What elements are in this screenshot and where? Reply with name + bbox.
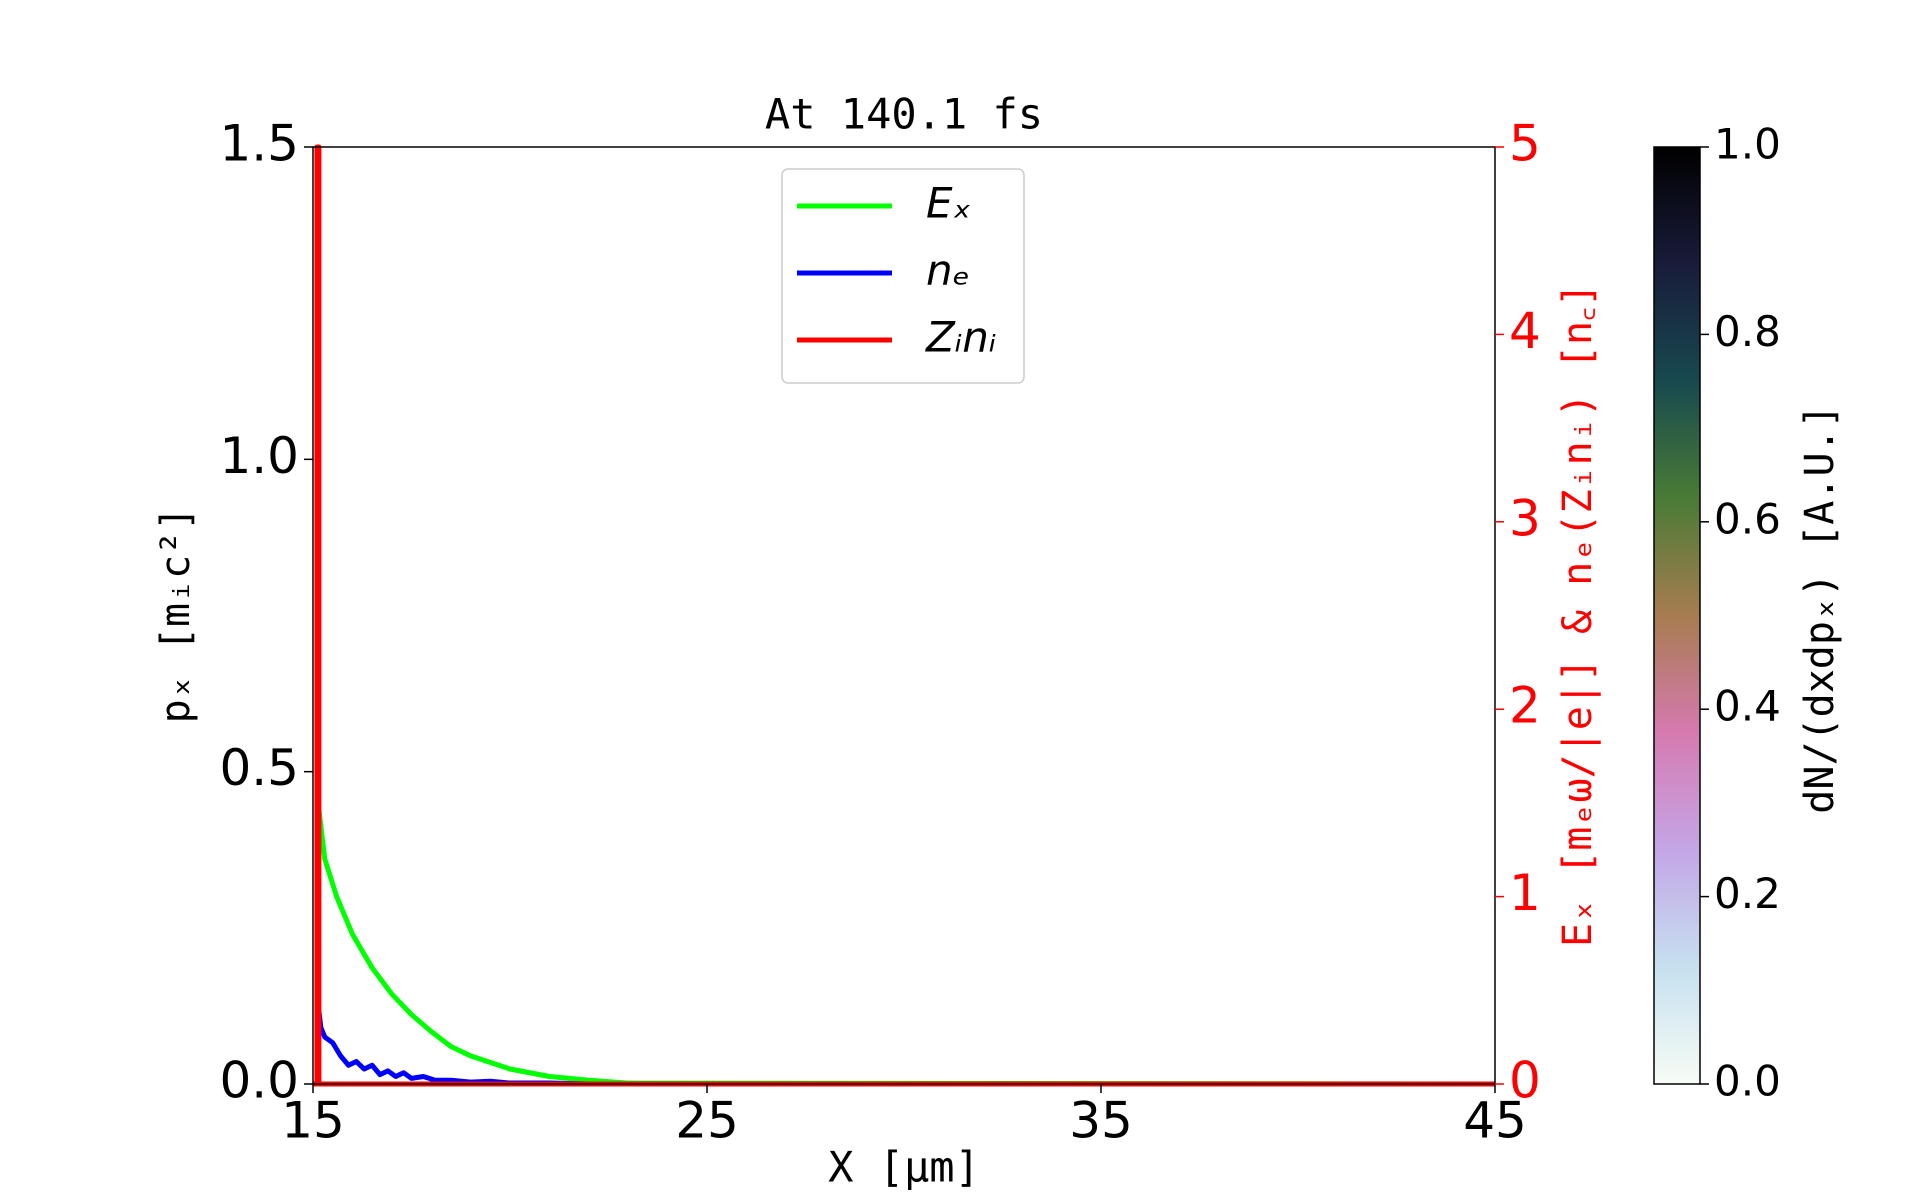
x-tick-label: 35: [1069, 1092, 1133, 1150]
y2-tick-label: 0: [1509, 1052, 1541, 1110]
legend-label: nₑ: [926, 246, 970, 295]
legend-label: Eₓ: [926, 179, 971, 228]
legend-box: [781, 168, 1025, 384]
y2-tick-label: 5: [1509, 115, 1541, 173]
x-tick-label: 45: [1463, 1092, 1527, 1150]
data-line: [314, 793, 1496, 1087]
x-tick-label: 25: [675, 1092, 739, 1150]
colorbar: [1653, 146, 1701, 1085]
legend-label: Zᵢnᵢ: [925, 313, 996, 362]
y-tick-label: 0.5: [219, 739, 299, 797]
plot-frame: [312, 146, 1496, 1085]
chart-title: At 140.1 fs: [765, 90, 1043, 139]
colorbar-label: dN/(dxdpₓ) [A.U.]: [1797, 404, 1843, 813]
colorbar-tick-label: 1.0: [1714, 120, 1781, 169]
colorbar-tick-label: 0.0: [1714, 1057, 1781, 1106]
colorbar-tick-label: 0.6: [1714, 494, 1781, 543]
y-tick-label: 1.5: [219, 115, 299, 173]
colorbar-tick-label: 0.2: [1714, 869, 1781, 918]
y2-tick-label: 3: [1509, 489, 1541, 547]
colorbar-tick-label: 0.4: [1714, 682, 1781, 731]
x-tick-label: 15: [281, 1092, 345, 1150]
x-axis-label: X [μm]: [828, 1143, 980, 1192]
y-tick-label: 1.0: [219, 427, 299, 485]
y-tick-label: 0.0: [219, 1052, 299, 1110]
y-axis-label: pₓ [mᵢc²]: [153, 507, 199, 724]
y2-tick-label: 4: [1509, 302, 1541, 360]
colorbar-tick-label: 0.8: [1714, 307, 1781, 356]
y2-tick-label: 1: [1509, 864, 1541, 922]
y2-axis-label: Eₓ [mₑω/|e|] & nₑ(Zᵢnᵢ) [n꜀]: [1555, 283, 1601, 947]
y2-tick-label: 2: [1509, 677, 1541, 735]
data-line: [314, 993, 1495, 1087]
